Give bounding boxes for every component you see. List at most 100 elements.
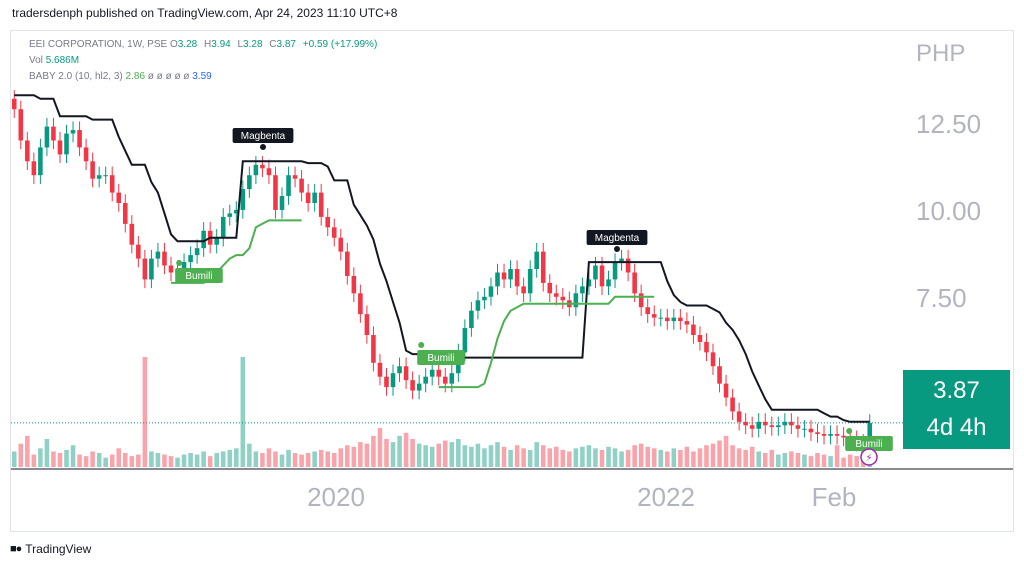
volume-bar <box>756 451 762 467</box>
candle-body <box>619 258 624 263</box>
candle-body <box>730 397 735 412</box>
candle-body <box>162 251 167 266</box>
volume-bar <box>553 446 559 467</box>
volume-bar <box>247 443 252 467</box>
candle-body <box>749 425 755 429</box>
volume-bar <box>364 443 370 467</box>
volume-bar <box>149 451 154 467</box>
volume-bar <box>44 439 50 467</box>
candle-body <box>612 262 618 280</box>
volume-bar <box>207 456 213 467</box>
volume-bar <box>90 451 95 467</box>
candle-body <box>142 258 148 280</box>
candle-body <box>495 272 500 287</box>
volume-bar <box>299 454 304 467</box>
symbol-name: EEI CORPORATION, 1W, PSE <box>29 39 168 50</box>
candle-body <box>390 373 396 388</box>
candle-body <box>129 223 135 245</box>
buy-signal-label <box>417 350 465 365</box>
volume-bar <box>116 448 122 467</box>
close-value: 3.87 <box>276 39 296 50</box>
candle-body <box>593 265 598 280</box>
volume-bar <box>599 449 605 467</box>
volume-bar <box>828 456 833 467</box>
volume-bar <box>704 445 709 467</box>
volume-bar <box>390 442 396 467</box>
volume-bar <box>109 454 115 467</box>
candle-body <box>57 140 63 155</box>
candle-body <box>756 421 762 429</box>
candle-body <box>338 237 344 252</box>
candle-body <box>194 248 200 256</box>
volume-bar <box>436 443 442 467</box>
volume-bar <box>717 440 722 467</box>
volume-bar <box>416 443 422 467</box>
volume-bar <box>815 453 820 467</box>
candle-body <box>358 293 363 315</box>
publish-line: tradersdenph published on TradingView.co… <box>12 6 398 20</box>
volume-bar <box>38 448 43 467</box>
candle-body <box>684 321 690 325</box>
volume-bar <box>795 453 801 467</box>
candle-body <box>136 244 141 259</box>
candle-body <box>469 310 474 329</box>
signal-marker <box>260 144 266 150</box>
candle-body <box>325 216 331 228</box>
volume-bar <box>57 453 63 467</box>
candle-body <box>25 140 30 162</box>
signal-label-text: Bumili <box>427 353 454 364</box>
volume-bar <box>279 454 285 467</box>
candle-body <box>488 286 494 297</box>
high-value: 3.94 <box>211 39 231 50</box>
candle-body <box>70 130 76 134</box>
candle-body <box>678 317 683 322</box>
volume-bar <box>534 442 539 467</box>
volume-bar <box>743 449 748 467</box>
volume-bar <box>122 453 128 467</box>
candle-body <box>828 434 833 436</box>
candle-body <box>181 262 187 269</box>
candle-body <box>540 251 546 283</box>
volume-bar <box>136 454 141 467</box>
signal-label-text: Magbenta <box>241 131 286 142</box>
candle-body <box>704 341 709 353</box>
volume-bar <box>83 456 89 467</box>
volume-bar <box>220 451 226 467</box>
tradingview-logo[interactable]: ■● TradingView <box>10 542 91 556</box>
candle-body <box>331 227 337 238</box>
bar-countdown-tag: 4d 4h <box>903 410 1010 449</box>
candle-body <box>573 293 579 308</box>
price-chart[interactable]: PHP12.5010.007.505.0020202022FebMagbenta… <box>11 31 1013 531</box>
candle-body <box>260 164 265 169</box>
volume-bar <box>802 454 807 467</box>
volume-bar <box>841 457 846 467</box>
volume-bar <box>469 446 474 467</box>
chart-frame[interactable]: PHP12.5010.007.505.0020202022FebMagbenta… <box>10 30 1014 532</box>
volume-bar <box>638 443 644 467</box>
indicator-label: BABY 2.0 (10, hl2, 3) <box>29 71 123 82</box>
candle-body <box>802 428 807 430</box>
buy-signal-label <box>845 436 893 451</box>
candle-body <box>351 275 357 294</box>
candle-body <box>234 209 239 214</box>
volume-bar <box>397 435 402 467</box>
volume-bar <box>514 445 520 467</box>
candle-body <box>736 411 742 422</box>
candle-body <box>462 328 468 353</box>
volume-bar <box>632 445 637 467</box>
candle-body <box>345 251 350 276</box>
candle-body <box>38 147 43 176</box>
candle-body <box>691 324 696 335</box>
volume-bar <box>495 442 500 467</box>
candle-body <box>253 164 259 176</box>
candle-body <box>188 255 193 263</box>
volume-bar <box>619 451 624 467</box>
candle-body <box>658 317 664 319</box>
candle-body <box>776 425 781 428</box>
volume-bar <box>312 451 317 467</box>
candle-body <box>475 300 481 311</box>
candle-body <box>116 192 122 203</box>
candle-body <box>651 314 657 318</box>
volume-bar <box>625 449 631 467</box>
volume-bar <box>684 446 690 467</box>
